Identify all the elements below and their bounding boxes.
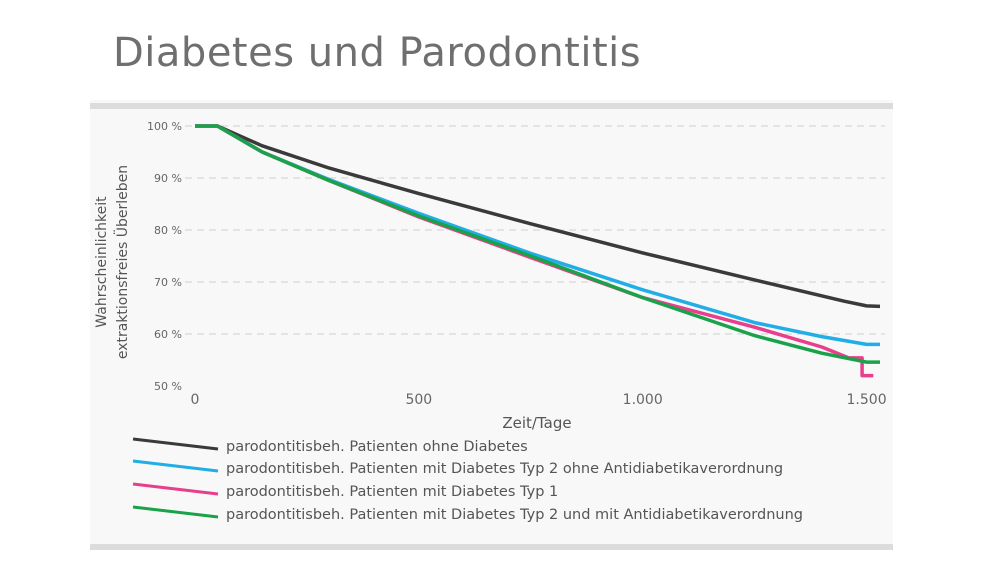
x-tick-label: 1.000	[623, 392, 663, 408]
series-line	[195, 124, 881, 309]
legend-swatch	[132, 505, 219, 519]
y-tick-label: 80 %	[154, 224, 182, 237]
y-tick-label: 90 %	[154, 172, 182, 185]
legend-swatch	[132, 482, 219, 496]
y-tick-label: 60 %	[154, 328, 182, 341]
bottom-divider	[90, 544, 893, 550]
legend-label: parodontitisbeh. Patienten mit Diabetes …	[226, 461, 783, 477]
y-axis-label: extraktionsfreies Überleben	[113, 165, 131, 359]
x-tick-label: 0	[191, 392, 200, 408]
legend-label: parodontitisbeh. Patienten mit Diabetes …	[226, 507, 803, 523]
legend-swatch	[132, 459, 219, 473]
y-axis-label: Wahrscheinlichkeit	[94, 196, 110, 328]
legend-swatch	[132, 437, 219, 451]
legend-label: parodontitisbeh. Patienten mit Diabetes …	[226, 484, 558, 500]
x-axis-label: Zeit/Tage	[502, 414, 571, 432]
top-divider	[90, 103, 893, 109]
series-line	[195, 124, 880, 364]
series-line	[195, 124, 874, 378]
y-tick-label: 70 %	[154, 276, 182, 289]
legend-label: parodontitisbeh. Patienten ohne Diabetes	[226, 439, 528, 455]
y-tick-label: 100 %	[147, 120, 182, 133]
y-tick-label: 50 %	[154, 380, 182, 393]
x-tick-label: 500	[405, 392, 432, 408]
chart-title: Diabetes und Parodontitis	[113, 30, 642, 76]
x-tick-label: 1.500	[847, 392, 887, 408]
